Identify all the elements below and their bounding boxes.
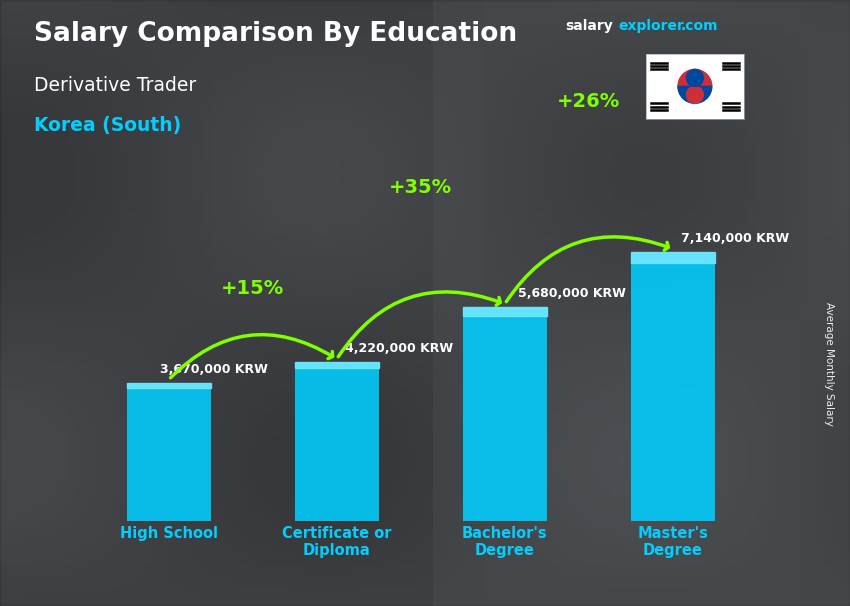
Text: 7,140,000 KRW: 7,140,000 KRW [681,232,790,245]
Bar [295,362,379,521]
Text: Derivative Trader: Derivative Trader [34,76,196,95]
Bar [127,383,211,521]
Bar [631,252,715,263]
Circle shape [687,70,703,87]
Text: Average Monthly Salary: Average Monthly Salary [824,302,834,425]
Bar [631,252,715,521]
Text: explorer: explorer [619,19,684,33]
Text: .com: .com [681,19,718,33]
Text: +15%: +15% [221,279,284,298]
Text: +26%: +26% [558,93,620,112]
Text: +35%: +35% [389,178,452,197]
Wedge shape [678,70,711,87]
Text: salary: salary [565,19,613,33]
Text: Korea (South): Korea (South) [34,116,181,135]
Text: 4,220,000 KRW: 4,220,000 KRW [345,342,453,355]
Text: Salary Comparison By Education: Salary Comparison By Education [34,21,517,47]
Circle shape [687,86,703,103]
Text: 3,670,000 KRW: 3,670,000 KRW [161,363,268,376]
Text: 5,680,000 KRW: 5,680,000 KRW [518,287,626,300]
Bar [462,307,547,316]
Bar [295,362,379,368]
Bar [127,383,211,388]
Wedge shape [678,87,711,103]
Bar [462,307,547,521]
